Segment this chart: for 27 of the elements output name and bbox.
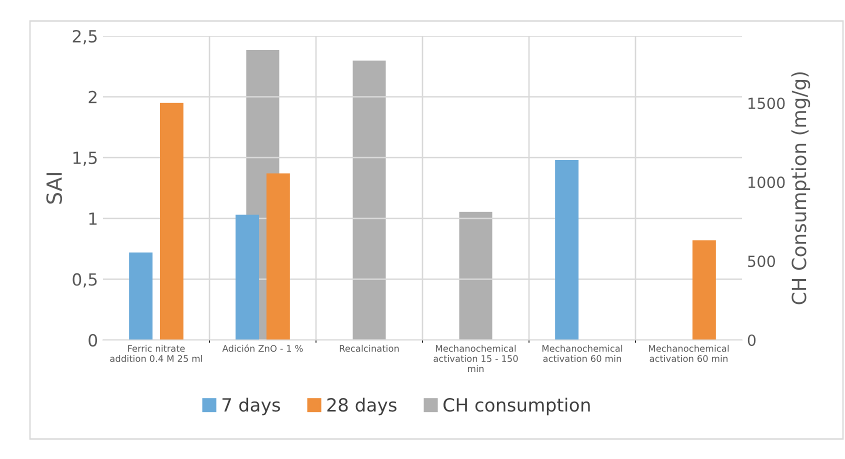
x-tick-label: Adición ZnO - 1 % [222, 344, 303, 352]
legend-label: CH consumption [444, 398, 590, 416]
bar [160, 102, 184, 340]
x-tick-label: Mechanochemical activation 15 - 150 min [434, 344, 518, 372]
y2-tick-label: 500 [748, 256, 776, 268]
y2-tick-label: 1000 [748, 176, 785, 188]
y2-tick-label: 1500 [748, 98, 785, 110]
y-tick-label: 0,5 [72, 273, 97, 288]
y2-axis-title: CH Consumption (mg/g) [791, 72, 810, 304]
y-tick-label: 0 [88, 334, 98, 347]
y-tick-label: 2 [88, 90, 96, 104]
bar [352, 60, 386, 340]
x-tick-label: Ferric nitrate addition 0.4 M 25 ml [110, 344, 202, 362]
bar [459, 212, 492, 340]
bar [555, 160, 579, 340]
bar [129, 252, 153, 340]
y-tick-label: 1 [89, 212, 97, 225]
y-axis-title: SAI [46, 173, 62, 204]
bar [692, 240, 716, 340]
x-tick-label: Mechanochemical activation 60 min [542, 344, 622, 362]
y2-tick-label: 0 [748, 334, 756, 346]
x-tick-label: Recalcination [340, 344, 399, 352]
x-tick-label: Mechanochemical activation 60 min [648, 344, 729, 362]
y-tick-label: 1,5 [73, 152, 97, 166]
legend-label: 28 days [327, 398, 396, 416]
legend-label: 7 days [222, 398, 280, 416]
y-tick-label: 2,5 [72, 30, 97, 44]
